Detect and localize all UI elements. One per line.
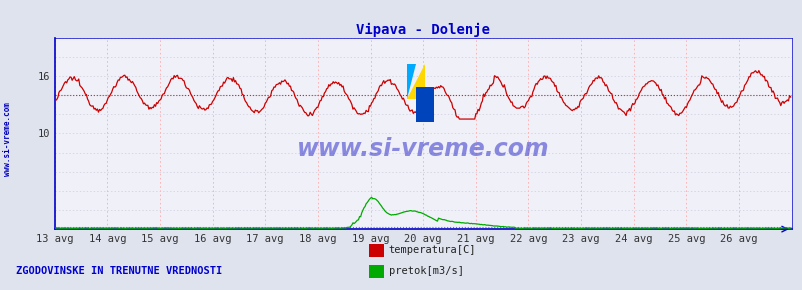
Bar xyxy=(369,244,383,257)
Polygon shape xyxy=(407,64,415,99)
Text: ZGODOVINSKE IN TRENUTNE VREDNOSTI: ZGODOVINSKE IN TRENUTNE VREDNOSTI xyxy=(16,266,222,276)
Bar xyxy=(369,265,383,278)
Polygon shape xyxy=(415,88,434,122)
Text: www.si-vreme.com: www.si-vreme.com xyxy=(297,137,549,161)
Text: temperatura[C]: temperatura[C] xyxy=(388,245,476,255)
Polygon shape xyxy=(407,64,425,99)
Text: pretok[m3/s]: pretok[m3/s] xyxy=(388,267,463,276)
Text: www.si-vreme.com: www.si-vreme.com xyxy=(2,102,12,176)
Title: Vipava - Dolenje: Vipava - Dolenje xyxy=(356,22,489,37)
